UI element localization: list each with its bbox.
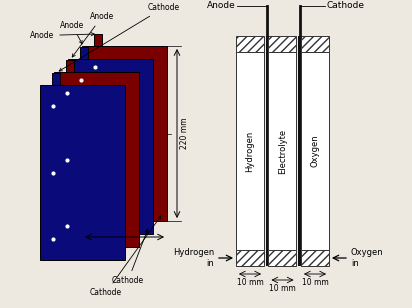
Bar <box>299 36 301 266</box>
Text: Cathode: Cathode <box>327 2 365 10</box>
Bar <box>80 47 88 59</box>
Bar <box>269 250 297 266</box>
Bar <box>236 36 264 52</box>
Text: 10 mm: 10 mm <box>269 284 296 293</box>
Bar <box>269 52 297 250</box>
Bar <box>236 52 264 250</box>
Bar <box>269 36 297 52</box>
Text: Hydrogen: Hydrogen <box>246 130 255 172</box>
Bar <box>54 72 139 247</box>
Bar <box>66 60 74 72</box>
Text: Hydrogen
in: Hydrogen in <box>173 248 214 268</box>
Text: 100 mm: 100 mm <box>109 241 140 250</box>
Bar <box>40 85 125 260</box>
Text: Oxygen: Oxygen <box>311 135 319 167</box>
Text: Anode: Anode <box>30 31 94 40</box>
Text: 10 mm: 10 mm <box>302 278 328 287</box>
Text: Oxygen
in: Oxygen in <box>351 248 384 268</box>
Bar <box>301 250 329 266</box>
Text: 220 mm: 220 mm <box>180 118 189 149</box>
Bar <box>301 52 329 250</box>
Bar <box>266 36 269 266</box>
Text: Electrolyte: Electrolyte <box>278 128 287 174</box>
Bar <box>82 46 167 221</box>
Text: 10 mm: 10 mm <box>236 278 263 287</box>
Bar <box>68 59 153 234</box>
Text: Cathode: Cathode <box>59 3 180 71</box>
Bar <box>94 34 102 46</box>
Text: Cathode: Cathode <box>90 216 161 297</box>
Bar <box>236 250 264 266</box>
Text: Anode: Anode <box>60 21 84 44</box>
Text: Cathode: Cathode <box>112 229 148 285</box>
Bar <box>301 36 329 52</box>
Text: Anode: Anode <box>206 2 235 10</box>
Text: Anode: Anode <box>72 12 114 57</box>
Bar <box>52 73 60 85</box>
